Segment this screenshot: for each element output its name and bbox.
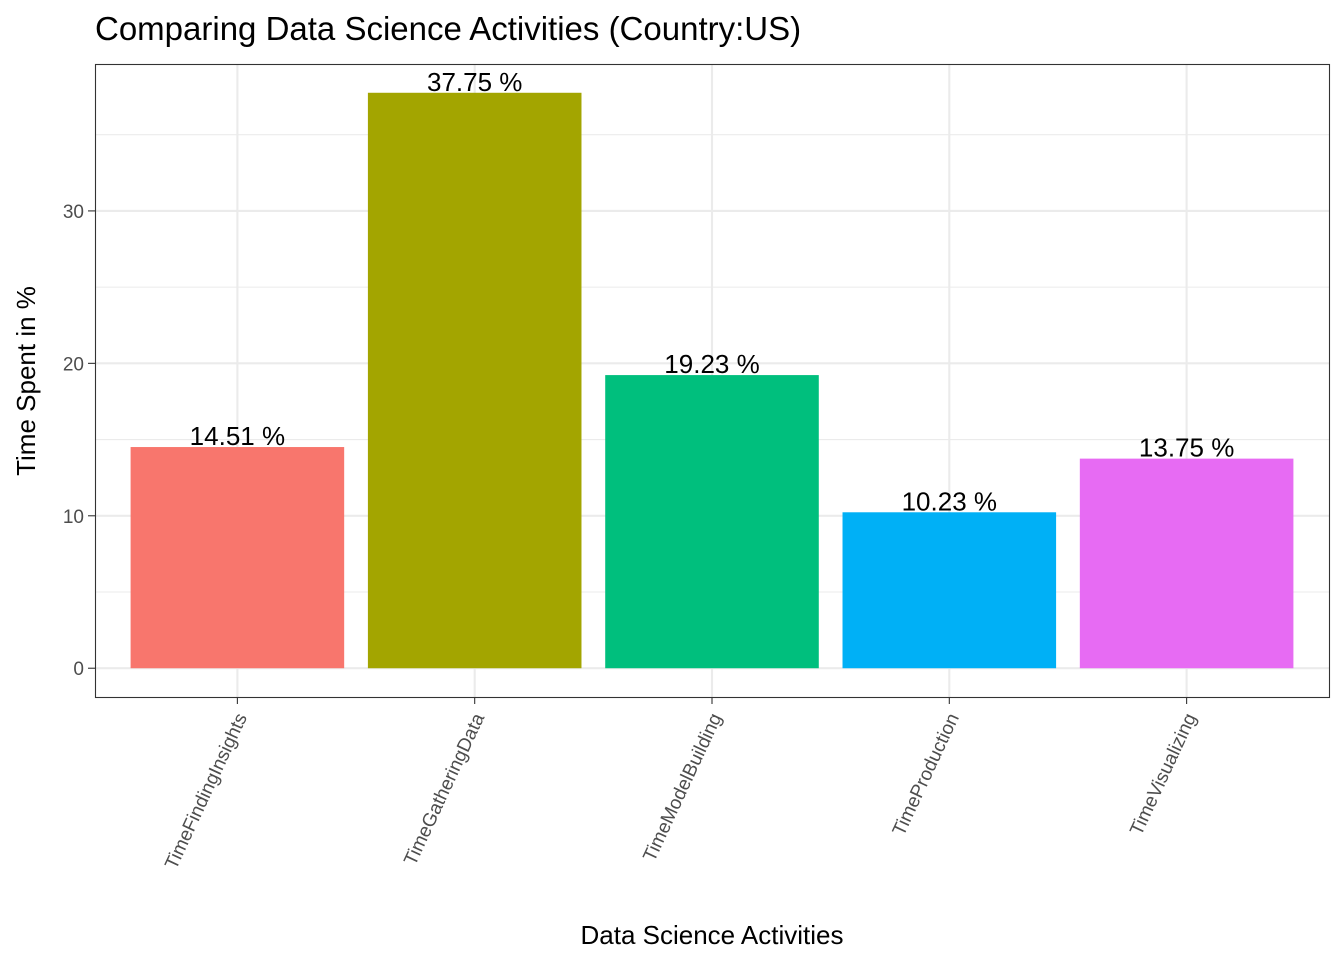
y-axis-title: Time Spent in % xyxy=(11,286,41,476)
y-axis: 0 10 20 30 xyxy=(63,202,95,680)
bar-TimeFindingInsights xyxy=(130,447,345,669)
x-tick-label-TimeVisualizing: TimeVisualizing xyxy=(1126,710,1201,839)
data-label-TimeGatheringData: 37.75 % xyxy=(427,67,522,97)
x-tick-label-TimeProduction: TimeProduction xyxy=(889,710,964,839)
data-label-TimeFindingInsights: 14.51 % xyxy=(190,421,285,451)
y-tick-label: 20 xyxy=(63,354,84,375)
data-labels: 14.51 % 37.75 % 19.23 % 10.23 % 13.75 % xyxy=(190,67,1235,517)
chart-title: Comparing Data Science Activities (Count… xyxy=(95,10,801,47)
x-axis-title: Data Science Activities xyxy=(580,920,843,950)
x-axis: TimeFindingInsights TimeGatheringData Time… xyxy=(161,697,1201,873)
x-tick-label-TimeGatheringData: TimeGatheringData xyxy=(400,710,489,869)
bar-TimeModelBuilding xyxy=(605,375,819,669)
bar-TimeGatheringData xyxy=(367,92,582,669)
data-label-TimeModelBuilding: 19.23 % xyxy=(664,349,759,379)
y-tick-label: 0 xyxy=(73,659,84,680)
x-tick-label-TimeModelBuilding: TimeModelBuilding xyxy=(640,710,727,865)
bars xyxy=(130,92,1294,669)
y-tick-label: 10 xyxy=(63,507,84,528)
data-label-TimeVisualizing: 13.75 % xyxy=(1139,433,1234,463)
data-label-TimeProduction: 10.23 % xyxy=(902,486,997,516)
y-tick-label: 30 xyxy=(63,202,84,223)
bar-TimeProduction xyxy=(842,512,1057,669)
bar-TimeVisualizing xyxy=(1079,458,1294,669)
x-tick-label-TimeFindingInsights: TimeFindingInsights xyxy=(161,710,252,872)
